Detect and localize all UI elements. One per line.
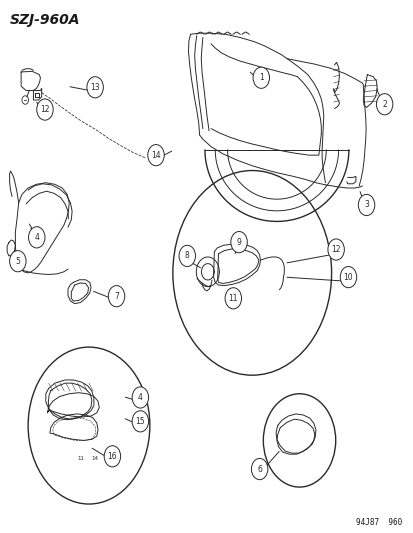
Circle shape (251, 458, 267, 480)
Circle shape (9, 251, 26, 272)
Circle shape (87, 77, 103, 98)
Text: 1: 1 (258, 73, 263, 82)
Text: 2: 2 (381, 100, 386, 109)
Circle shape (108, 286, 124, 307)
Text: 4: 4 (138, 393, 142, 402)
Circle shape (375, 94, 392, 115)
Text: 14: 14 (91, 456, 98, 461)
Text: 11: 11 (228, 294, 237, 303)
Text: SZJ-960A: SZJ-960A (9, 13, 80, 27)
Text: 12: 12 (330, 245, 340, 254)
Text: 94J87  960: 94J87 960 (355, 519, 401, 527)
Circle shape (132, 387, 148, 408)
Text: 14: 14 (151, 151, 160, 160)
Circle shape (230, 231, 247, 253)
Text: 3: 3 (363, 200, 368, 209)
Circle shape (28, 227, 45, 248)
Text: 5: 5 (15, 257, 20, 265)
Circle shape (327, 239, 344, 260)
Circle shape (339, 266, 356, 288)
Text: 7: 7 (114, 292, 119, 301)
Circle shape (37, 99, 53, 120)
Circle shape (358, 195, 374, 216)
Circle shape (147, 144, 164, 166)
Circle shape (252, 67, 269, 88)
Circle shape (225, 288, 241, 309)
Circle shape (104, 446, 120, 467)
Circle shape (132, 411, 148, 432)
Text: 4: 4 (34, 233, 39, 242)
Circle shape (178, 245, 195, 266)
Text: 16: 16 (107, 452, 117, 461)
Text: 8: 8 (185, 252, 189, 261)
Text: 10: 10 (343, 272, 352, 281)
Text: 9: 9 (236, 238, 241, 247)
Text: 15: 15 (135, 417, 145, 426)
Text: 13: 13 (90, 83, 100, 92)
Text: 12: 12 (40, 105, 50, 114)
Text: 11: 11 (77, 456, 84, 461)
Text: 6: 6 (256, 465, 261, 473)
